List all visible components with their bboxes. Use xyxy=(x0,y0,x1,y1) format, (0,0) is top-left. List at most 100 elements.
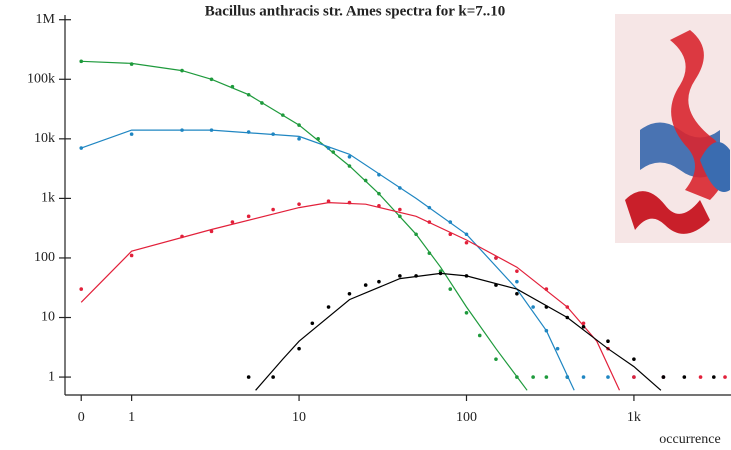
point xyxy=(414,232,418,237)
y-tick-label: 100 xyxy=(34,250,55,265)
point xyxy=(246,214,251,219)
point xyxy=(347,164,352,168)
point xyxy=(230,84,235,89)
point xyxy=(464,232,469,237)
point xyxy=(464,310,469,315)
point xyxy=(271,132,275,136)
point xyxy=(129,253,134,258)
fit-line xyxy=(81,60,528,391)
point xyxy=(347,200,352,205)
point xyxy=(632,357,636,361)
y-tick-label: 1 xyxy=(48,369,55,384)
point xyxy=(698,375,703,379)
y-tick-label: 100k xyxy=(27,71,55,86)
point xyxy=(209,77,214,82)
point xyxy=(377,172,381,177)
fit-line xyxy=(80,129,575,391)
y-tick-label: 1k xyxy=(41,191,55,206)
point xyxy=(494,357,498,361)
x-tick-label: 10 xyxy=(292,410,306,425)
point xyxy=(377,279,381,284)
point xyxy=(246,130,251,134)
point xyxy=(377,191,381,196)
point xyxy=(363,178,368,183)
point xyxy=(427,205,432,210)
point xyxy=(79,146,84,150)
point xyxy=(246,92,251,97)
protein-image xyxy=(615,14,731,243)
y-tick-label: 1M xyxy=(36,12,56,27)
point xyxy=(427,251,432,256)
y-tick-label: 10 xyxy=(41,310,55,325)
point xyxy=(363,283,368,287)
point xyxy=(180,128,184,132)
point xyxy=(448,287,453,291)
point xyxy=(544,287,549,291)
point xyxy=(129,62,134,66)
point xyxy=(565,305,570,309)
point xyxy=(477,333,482,338)
point xyxy=(544,375,549,379)
point xyxy=(632,375,636,379)
point xyxy=(310,321,315,326)
point xyxy=(260,101,264,105)
point xyxy=(555,346,560,351)
point xyxy=(230,220,235,224)
point xyxy=(544,305,549,309)
point xyxy=(271,375,275,379)
point xyxy=(448,232,453,237)
point xyxy=(326,199,331,203)
point xyxy=(581,375,586,379)
point xyxy=(79,287,84,291)
x-tick-label: 1k xyxy=(627,410,641,425)
point xyxy=(209,229,214,234)
point xyxy=(129,132,134,136)
point xyxy=(398,214,402,219)
point xyxy=(326,305,331,309)
point xyxy=(464,274,469,278)
x-tick-label: 1 xyxy=(128,410,135,425)
point xyxy=(297,346,301,351)
point xyxy=(531,305,535,309)
y-tick-label: 10k xyxy=(34,131,55,146)
point xyxy=(531,375,535,379)
point xyxy=(316,137,320,141)
point xyxy=(565,315,570,320)
point xyxy=(682,375,687,379)
point xyxy=(438,271,443,276)
point xyxy=(347,154,352,159)
point xyxy=(427,220,432,224)
point xyxy=(271,207,275,212)
point xyxy=(544,328,549,333)
point xyxy=(347,292,352,296)
point xyxy=(297,123,301,127)
fit-line xyxy=(255,272,662,391)
point xyxy=(414,274,418,278)
point xyxy=(515,375,519,379)
point xyxy=(398,274,402,278)
point xyxy=(606,375,610,379)
point xyxy=(377,204,381,208)
chart-title: Bacillus anthracis str. Ames spectra for… xyxy=(205,3,506,19)
point xyxy=(281,113,285,117)
point xyxy=(246,375,251,379)
point xyxy=(297,202,301,206)
point xyxy=(581,324,586,329)
point xyxy=(297,137,301,141)
point xyxy=(398,186,402,190)
point xyxy=(448,220,453,224)
point xyxy=(331,150,336,154)
point xyxy=(581,321,586,326)
point xyxy=(180,234,184,239)
point xyxy=(494,283,498,287)
point xyxy=(180,68,184,73)
point xyxy=(398,207,402,212)
point xyxy=(515,279,519,284)
point xyxy=(712,375,716,379)
point xyxy=(515,269,519,273)
point xyxy=(494,256,498,260)
point xyxy=(209,128,214,132)
point xyxy=(565,375,570,379)
x-axis-label: occurrence xyxy=(659,432,720,447)
